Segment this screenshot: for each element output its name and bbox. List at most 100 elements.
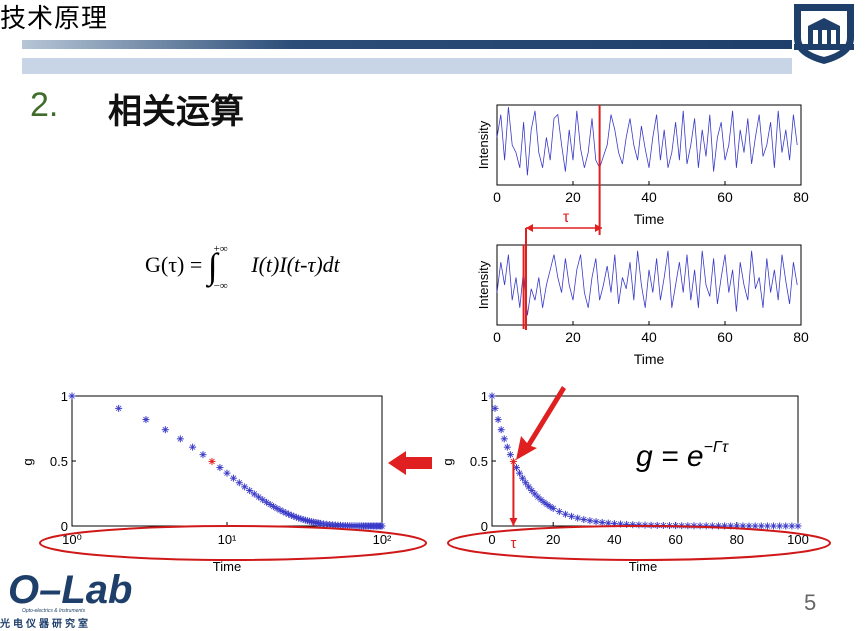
diagonal-arrow-icon	[516, 386, 566, 460]
highlight-ellipse-left	[39, 525, 427, 561]
arrowhead-down-icon	[509, 518, 518, 526]
correlation-linear-chart: g Time 0 0.5 1 0 20 40 60 80 100 τ	[440, 389, 809, 574]
data-point-marker	[295, 514, 303, 522]
data-point-marker	[635, 521, 643, 529]
x-tick-label: 80	[793, 329, 809, 345]
data-point-marker	[549, 504, 557, 512]
data-point-marker	[598, 518, 606, 526]
data-point-marker	[763, 522, 771, 530]
y-axis-label: Intensity	[476, 260, 491, 309]
x-axis-label: Time	[634, 351, 665, 367]
integral-lower: −∞	[213, 280, 228, 293]
data-point-marker	[199, 451, 207, 459]
x-tick-label: 20	[565, 329, 581, 345]
x-tick-label: 80	[793, 189, 809, 205]
x-tick-label: 60	[717, 329, 733, 345]
data-point-marker	[259, 496, 267, 504]
data-point-marker	[629, 521, 637, 529]
plot-frame	[71, 395, 383, 527]
data-point-marker	[525, 483, 533, 491]
tau-label: τ	[563, 209, 570, 226]
data-point-marker	[776, 522, 784, 530]
data-point-marker	[751, 522, 759, 530]
data-point-marker	[189, 443, 197, 451]
integral-upper: +∞	[213, 242, 228, 255]
data-point-marker	[378, 522, 386, 530]
y-tick-label: 0.5	[470, 454, 488, 469]
data-point-marker	[276, 506, 284, 514]
x-axis-label: Time	[629, 559, 657, 574]
data-point-marker	[263, 498, 271, 506]
data-point-marker	[592, 518, 600, 526]
olab-logo: O–Lab Opto-electrics & Instruments 光电仪器研…	[0, 568, 132, 630]
y-tick-label: 0.5	[50, 454, 68, 469]
y-tick-label: 0	[61, 519, 68, 534]
data-point-marker	[537, 496, 545, 504]
y-tick-label: 1	[61, 389, 68, 404]
y-tick-label: 1	[481, 389, 488, 404]
data-point-marker	[788, 522, 796, 530]
data-point-marker	[745, 522, 753, 530]
x-axis-label: Time	[634, 211, 665, 227]
data-point-marker	[266, 501, 274, 509]
intensity-chart-top: Intensity Time 0 20 40 60 80	[476, 104, 809, 235]
data-point-marker	[794, 522, 802, 530]
x-tick-label: 60	[668, 532, 682, 547]
data-point-marker	[488, 392, 496, 400]
data-point-marker	[229, 474, 237, 482]
intensity-series-line	[496, 250, 798, 316]
correlation-formula: G(τ) = ∫+∞ −∞ I(t)I(t-τ)dt	[145, 242, 340, 293]
x-tick-label: 10⁰	[62, 532, 82, 547]
data-point-marker	[506, 451, 514, 459]
x-tick-label: 100	[787, 532, 809, 547]
data-point-marker	[568, 512, 576, 520]
data-point-marker	[255, 493, 263, 501]
x-tick-label: 40	[641, 189, 657, 205]
y-tick-label: 0	[481, 519, 488, 534]
data-point-marker	[500, 435, 508, 443]
data-point-marker	[176, 435, 184, 443]
data-point-marker	[491, 404, 499, 412]
data-point-marker	[782, 522, 790, 530]
data-point-marker	[555, 508, 563, 516]
x-tick-label: 0	[488, 532, 495, 547]
plot-frame	[496, 104, 802, 186]
data-point-marker	[216, 464, 224, 472]
x-tick-label: 20	[546, 532, 560, 547]
x-tick-label: 80	[730, 532, 744, 547]
data-point-marker	[516, 469, 524, 477]
integral-sign: ∫	[207, 246, 218, 286]
logo-sub: Opto-electrics & Instruments	[22, 608, 86, 614]
data-point-marker	[574, 514, 582, 522]
header-bar	[22, 40, 792, 74]
data-point-marker	[503, 443, 511, 451]
data-point-marker	[142, 416, 150, 424]
data-point-marker	[522, 479, 530, 487]
logo-chinese: 光电仪器研究室	[0, 617, 91, 630]
tau-label: τ	[510, 535, 516, 552]
section-title: 相关运算	[108, 92, 244, 132]
arrowhead-left-icon	[526, 224, 533, 232]
x-tick-label: 10¹	[218, 532, 237, 547]
x-tick-label: 40	[641, 329, 657, 345]
formula-lhs: G(τ) =	[145, 252, 203, 277]
data-point-marker	[497, 426, 505, 434]
x-axis-label: Time	[213, 559, 241, 574]
university-seal-icon	[794, 4, 854, 64]
data-point-marker	[519, 474, 527, 482]
data-point-marker	[235, 479, 243, 487]
data-point-marker	[702, 522, 710, 530]
correlation-log-chart: g Time 0 0.5 1 10⁰ 10¹ 10²	[20, 389, 392, 574]
data-point-marker	[161, 426, 169, 434]
data-point-marker	[586, 517, 594, 525]
decay-formula: g = e−Γτ	[636, 439, 729, 473]
data-point-marker	[241, 483, 249, 491]
x-tick-label: 10²	[373, 532, 392, 547]
data-point-marker	[115, 404, 123, 412]
section-number: 2.	[30, 86, 59, 124]
data-point-marker	[208, 457, 216, 465]
page-number: 5	[804, 590, 817, 615]
intensity-series-line	[496, 106, 798, 176]
data-point-marker	[770, 522, 778, 530]
